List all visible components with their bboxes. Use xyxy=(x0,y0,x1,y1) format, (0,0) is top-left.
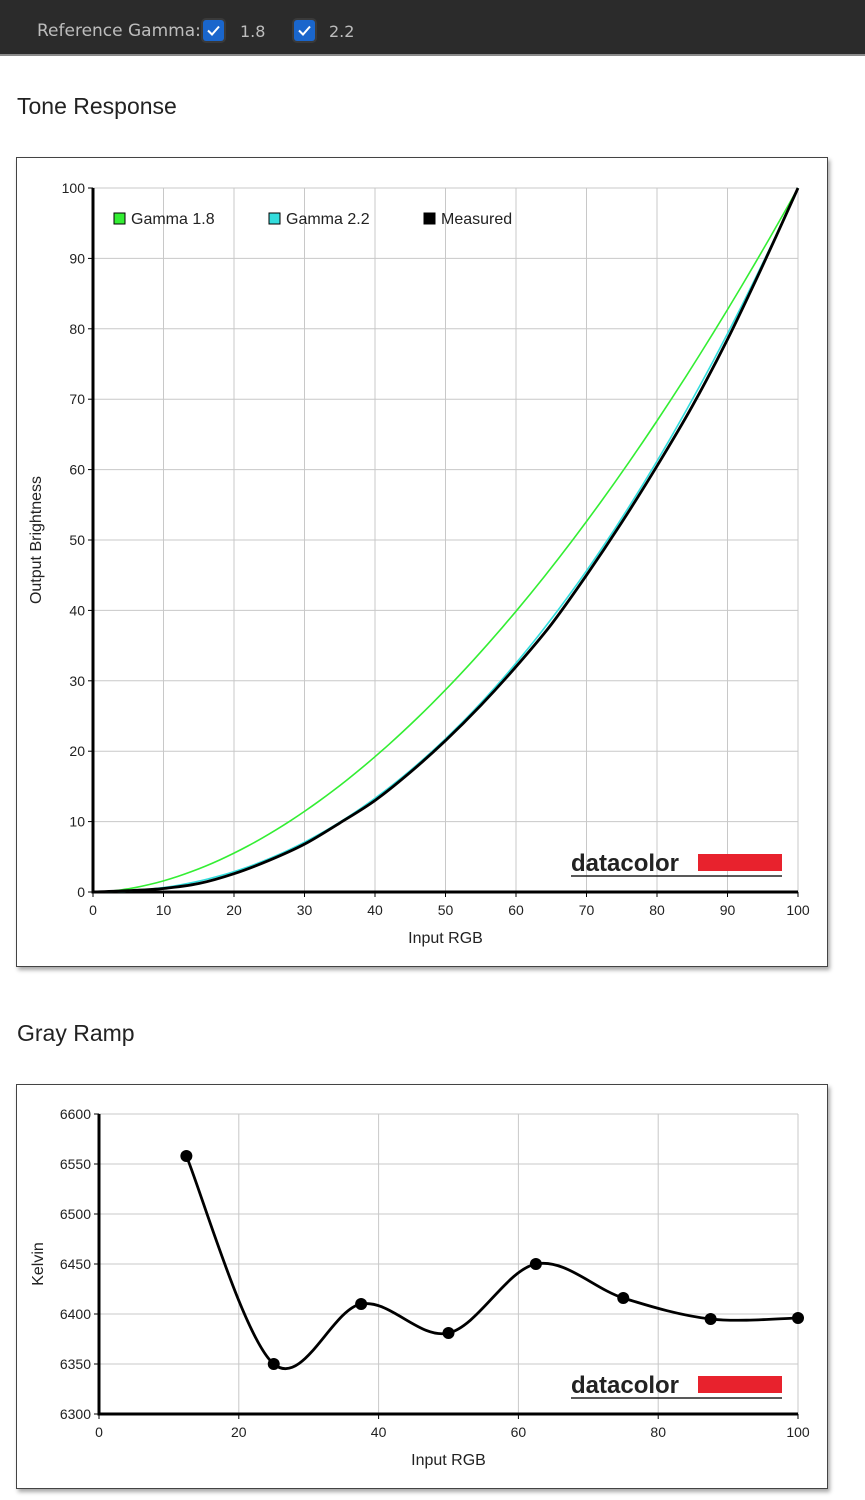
data-point xyxy=(617,1292,630,1304)
y-axis-label: Output Brightness xyxy=(28,476,45,604)
legend-label: Gamma 2.2 xyxy=(286,211,370,228)
series-line-gamma-1-8 xyxy=(92,187,799,893)
reference-gamma-label: Reference Gamma: xyxy=(37,21,201,41)
datacolor-logo-text: datacolor xyxy=(571,850,679,877)
gray-ramp-chart: 0 20 40 60 80 100 6300 6350 6400 6450 6500 6550 6600… xyxy=(30,1106,810,1469)
x-tick-label: 20 xyxy=(226,902,242,918)
x-tick-label: 100 xyxy=(786,1424,810,1440)
x-tick-label: 100 xyxy=(786,902,810,918)
gamma-22-checkbox[interactable] xyxy=(294,20,315,41)
x-tick-label: 80 xyxy=(650,1424,666,1440)
x-tick-label: 0 xyxy=(95,1424,103,1440)
tone-response-title: Tone Response xyxy=(17,93,177,119)
gray-ramp-panel: 0 20 40 60 80 100 6300 6350 6400 6450 6500 6550 6600… xyxy=(16,1084,828,1489)
tone-response-chart: 0 10 20 30 40 50 60 70 80 90 100 0 10 20 30 40 50 60 70 80 9… xyxy=(28,180,810,947)
y-tick-label: 6350 xyxy=(60,1356,91,1372)
y-tick-label: 40 xyxy=(69,602,85,618)
data-point xyxy=(704,1313,717,1325)
x-tick-label: 0 xyxy=(89,902,97,918)
tone-response-panel: 0 10 20 30 40 50 60 70 80 90 100 0 10 20 30 40 50 60 70 80 9… xyxy=(16,157,828,967)
series-line-measured xyxy=(92,187,800,894)
x-tick-label: 60 xyxy=(511,1424,527,1440)
y-tick-label: 70 xyxy=(69,391,85,407)
y-axis-label: Kelvin xyxy=(30,1242,47,1286)
data-point xyxy=(180,1150,193,1162)
datacolor-logo-bar xyxy=(698,1376,782,1393)
datacolor-logo-bar xyxy=(698,854,782,871)
y-tick-label: 10 xyxy=(69,814,85,830)
data-point xyxy=(267,1358,280,1370)
legend-label: Gamma 1.8 xyxy=(131,211,215,228)
y-tick-label: 30 xyxy=(69,673,85,689)
y-tick-label: 80 xyxy=(69,321,85,337)
top-toolbar: Reference Gamma: 1.8 2.2 xyxy=(0,0,865,56)
y-tick-label: 100 xyxy=(62,180,86,196)
series-line-kelvin xyxy=(185,1155,799,1371)
y-tick-label: 90 xyxy=(69,250,85,266)
gray-ramp-title: Gray Ramp xyxy=(17,1020,135,1046)
x-tick-label: 40 xyxy=(367,902,383,918)
gamma-18-label: 1.8 xyxy=(240,22,266,41)
gamma-18-checkbox[interactable] xyxy=(203,20,224,41)
y-tick-label: 20 xyxy=(69,743,85,759)
y-tick-label: 6500 xyxy=(60,1206,91,1222)
checkmark-icon xyxy=(298,25,311,36)
x-tick-label: 40 xyxy=(371,1424,387,1440)
x-tick-label: 10 xyxy=(156,902,172,918)
legend-swatch xyxy=(113,212,126,225)
y-tick-label: 60 xyxy=(69,462,85,478)
y-tick-label: 6600 xyxy=(60,1106,91,1122)
x-axis-label: Input RGB xyxy=(411,1452,486,1469)
x-tick-label: 60 xyxy=(508,902,524,918)
x-tick-label: 70 xyxy=(579,902,595,918)
y-tick-label: 6450 xyxy=(60,1256,91,1272)
gamma-22-label: 2.2 xyxy=(329,22,355,41)
datacolor-logo-text: datacolor xyxy=(571,1372,679,1399)
x-tick-label: 80 xyxy=(649,902,665,918)
checkmark-icon xyxy=(207,25,220,36)
y-tick-label: 6300 xyxy=(60,1406,91,1422)
y-tick-label: 50 xyxy=(69,532,85,548)
x-axis-label: Input RGB xyxy=(408,930,483,947)
data-point xyxy=(529,1258,542,1270)
x-tick-label: 30 xyxy=(297,902,313,918)
y-tick-label: 0 xyxy=(77,884,85,900)
data-point xyxy=(442,1327,455,1339)
y-tick-label: 6550 xyxy=(60,1156,91,1172)
y-tick-label: 6400 xyxy=(60,1306,91,1322)
x-tick-label: 90 xyxy=(720,902,736,918)
data-point xyxy=(792,1312,804,1324)
legend-swatch xyxy=(268,212,281,225)
legend-label: Measured xyxy=(441,211,512,228)
x-tick-label: 20 xyxy=(231,1424,247,1440)
data-point xyxy=(355,1298,368,1310)
legend-swatch xyxy=(423,212,436,225)
x-tick-label: 50 xyxy=(438,902,454,918)
